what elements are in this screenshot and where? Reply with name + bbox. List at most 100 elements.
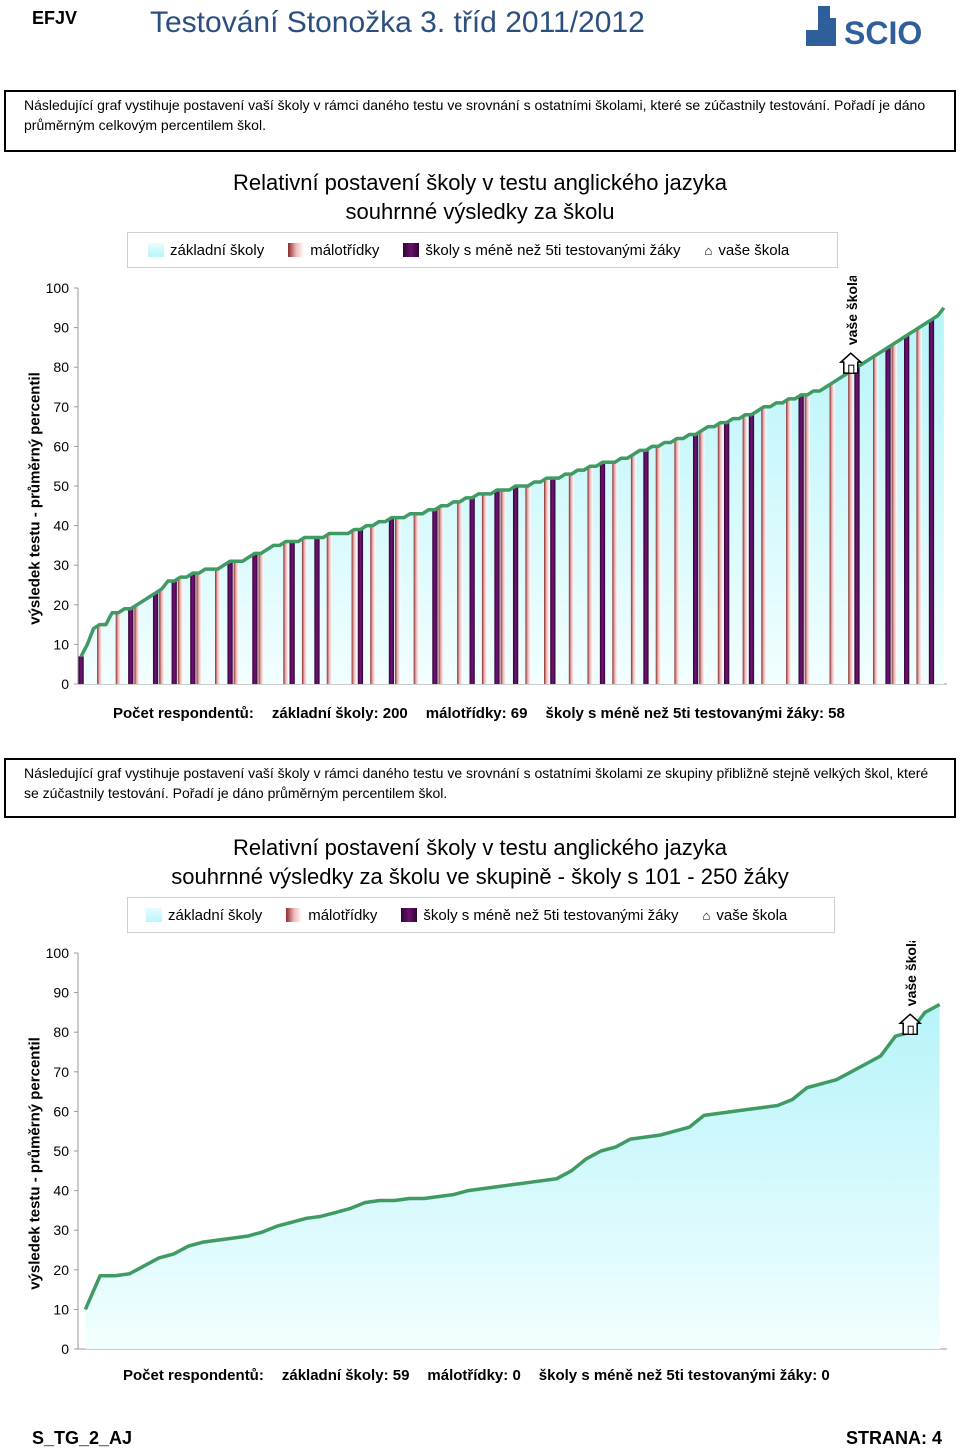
bar-few-pupils-school bbox=[190, 573, 196, 684]
chart1-title: Relativní postavení školy v testu anglic… bbox=[232, 170, 728, 195]
bar-small-school bbox=[351, 529, 357, 684]
bar-small-school bbox=[395, 517, 401, 684]
chart2-legend: základní školy málotřídky školy s méně n… bbox=[127, 897, 835, 933]
bar-small-school bbox=[630, 454, 637, 684]
bar-few-pupils-school bbox=[78, 656, 84, 684]
bar-small-school bbox=[699, 430, 705, 684]
y-tick-label: 20 bbox=[53, 1262, 69, 1278]
house-icon: ⌂ bbox=[704, 242, 713, 258]
legend-swatch-few bbox=[403, 243, 420, 257]
legend-item-base: základní školy bbox=[148, 242, 264, 259]
page-title: Testování Stonožka 3. tříd 2011/2012 bbox=[150, 6, 645, 39]
counts-label: Počet respondentů: bbox=[113, 705, 254, 722]
y-tick-label: 60 bbox=[53, 1103, 69, 1119]
bar-small-school bbox=[115, 612, 121, 684]
legend-item-few: školy s méně než 5ti testovanými žáky bbox=[403, 242, 681, 259]
bar-few-pupils-school bbox=[798, 394, 804, 684]
y-tick-label: 100 bbox=[46, 280, 70, 296]
bar-small-school bbox=[544, 478, 550, 684]
y-tick-label: 40 bbox=[53, 1183, 69, 1199]
bar-few-pupils-school bbox=[904, 335, 910, 684]
house-icon: ⌂ bbox=[702, 907, 711, 923]
bar-few-pupils-school bbox=[550, 478, 556, 684]
chart1-subtitle: souhrnné výsledky za školu bbox=[345, 199, 615, 224]
legend2-swatch-base bbox=[146, 908, 162, 922]
bar-few-pupils-school bbox=[599, 462, 606, 684]
chart2-plot: 0 10 20 30 40 50 60 70 80 90 100 vaše škola bbox=[46, 941, 947, 1357]
y-tick-label: 90 bbox=[53, 985, 69, 1001]
bar-few-pupils-school bbox=[724, 422, 730, 684]
bar-few-pupils-school bbox=[692, 434, 699, 684]
bar-small-school bbox=[215, 569, 221, 684]
bar-small-school bbox=[196, 573, 202, 684]
counts2-label: Počet respondentů: bbox=[123, 1367, 264, 1384]
chart1-counts: Počet respondentů: základní školy: 200 mál… bbox=[113, 705, 863, 722]
bar-small-school bbox=[283, 541, 289, 684]
y-tick-label: 100 bbox=[46, 945, 70, 961]
your-school-label: vaše škola bbox=[844, 276, 860, 345]
y-tick-label: 60 bbox=[53, 438, 69, 454]
bar-few-pupils-school bbox=[171, 581, 177, 684]
count2-base: základní školy: 59 bbox=[281, 1367, 410, 1384]
bar-few-pupils-school bbox=[885, 347, 891, 684]
bar-few-pupils-school bbox=[357, 529, 364, 684]
y-tick-label: 70 bbox=[53, 1064, 69, 1080]
legend2-item-base: základní školy bbox=[146, 907, 262, 924]
bar-few-pupils-school bbox=[289, 541, 295, 684]
y-tick-label: 50 bbox=[53, 1143, 69, 1159]
footer-code: S_TG_2_AJ bbox=[32, 1428, 133, 1448]
y-tick-label: 30 bbox=[53, 557, 69, 573]
bar-few-pupils-school bbox=[128, 608, 134, 684]
count2-few: školy s méně než 5ti testovanými žáky: 0 bbox=[538, 1367, 830, 1384]
bar-few-pupils-school bbox=[314, 537, 320, 684]
bar-small-school bbox=[481, 493, 488, 684]
info-box-2: Následující graf vystihuje postavení vaš… bbox=[4, 758, 956, 818]
series-line bbox=[79, 306, 946, 658]
y-tick-label: 0 bbox=[61, 676, 69, 692]
bar-small-school bbox=[159, 588, 165, 684]
area-base-schools bbox=[85, 1004, 940, 1349]
bar-small-school bbox=[97, 624, 103, 684]
legend-swatch-base bbox=[148, 243, 164, 257]
y-tick-label: 20 bbox=[53, 597, 69, 613]
bar-small-school bbox=[872, 355, 879, 684]
bar-small-school bbox=[326, 533, 333, 684]
bar-small-school bbox=[370, 525, 376, 684]
y-tick-label: 80 bbox=[53, 1024, 69, 1040]
y-tick-label: 90 bbox=[53, 320, 69, 336]
area-base-schools bbox=[81, 307, 944, 684]
legend2-swatch-few bbox=[401, 908, 418, 922]
scio-logo: SCIO bbox=[804, 4, 946, 53]
y-tick-label: 10 bbox=[53, 1301, 69, 1317]
bar-small-school bbox=[761, 406, 767, 684]
bar-few-pupils-school bbox=[494, 489, 500, 684]
your-school-marker bbox=[838, 352, 863, 374]
bar-small-school bbox=[829, 383, 835, 684]
y-tick-label: 0 bbox=[61, 1341, 69, 1357]
bar-small-school bbox=[177, 577, 184, 684]
logo-text: SCIO bbox=[844, 15, 922, 48]
your-school-label: vaše škola bbox=[903, 941, 919, 1006]
bar-small-school bbox=[655, 446, 662, 684]
legend2-item-small: málotřídky bbox=[286, 907, 377, 924]
report-code: EFJV bbox=[32, 8, 78, 28]
y-tick-label: 10 bbox=[53, 636, 69, 652]
bar-small-school bbox=[804, 394, 810, 684]
legend2-item-your: ⌂ vaše škola bbox=[702, 906, 788, 924]
y-tick-label: 50 bbox=[53, 478, 69, 494]
legend-swatch-small bbox=[288, 243, 305, 257]
bar-few-pupils-school bbox=[643, 450, 649, 684]
y-tick-label: 70 bbox=[53, 399, 69, 415]
y-tick-label: 30 bbox=[53, 1222, 69, 1238]
bar-small-school bbox=[786, 398, 792, 684]
bar-few-pupils-school bbox=[432, 509, 438, 684]
legend2-swatch-small bbox=[286, 908, 303, 922]
bar-small-school bbox=[457, 501, 463, 684]
bar-small-school bbox=[233, 561, 239, 684]
bar-small-school bbox=[413, 513, 419, 684]
bar-few-pupils-school bbox=[252, 553, 258, 684]
chart2-counts: Počet respondentů: základní školy: 59 málo… bbox=[123, 1367, 848, 1384]
legend-item-small: málotřídky bbox=[288, 242, 379, 259]
count2-small: málotřídky: 0 bbox=[427, 1367, 521, 1384]
y-tick-label: 40 bbox=[53, 518, 69, 534]
